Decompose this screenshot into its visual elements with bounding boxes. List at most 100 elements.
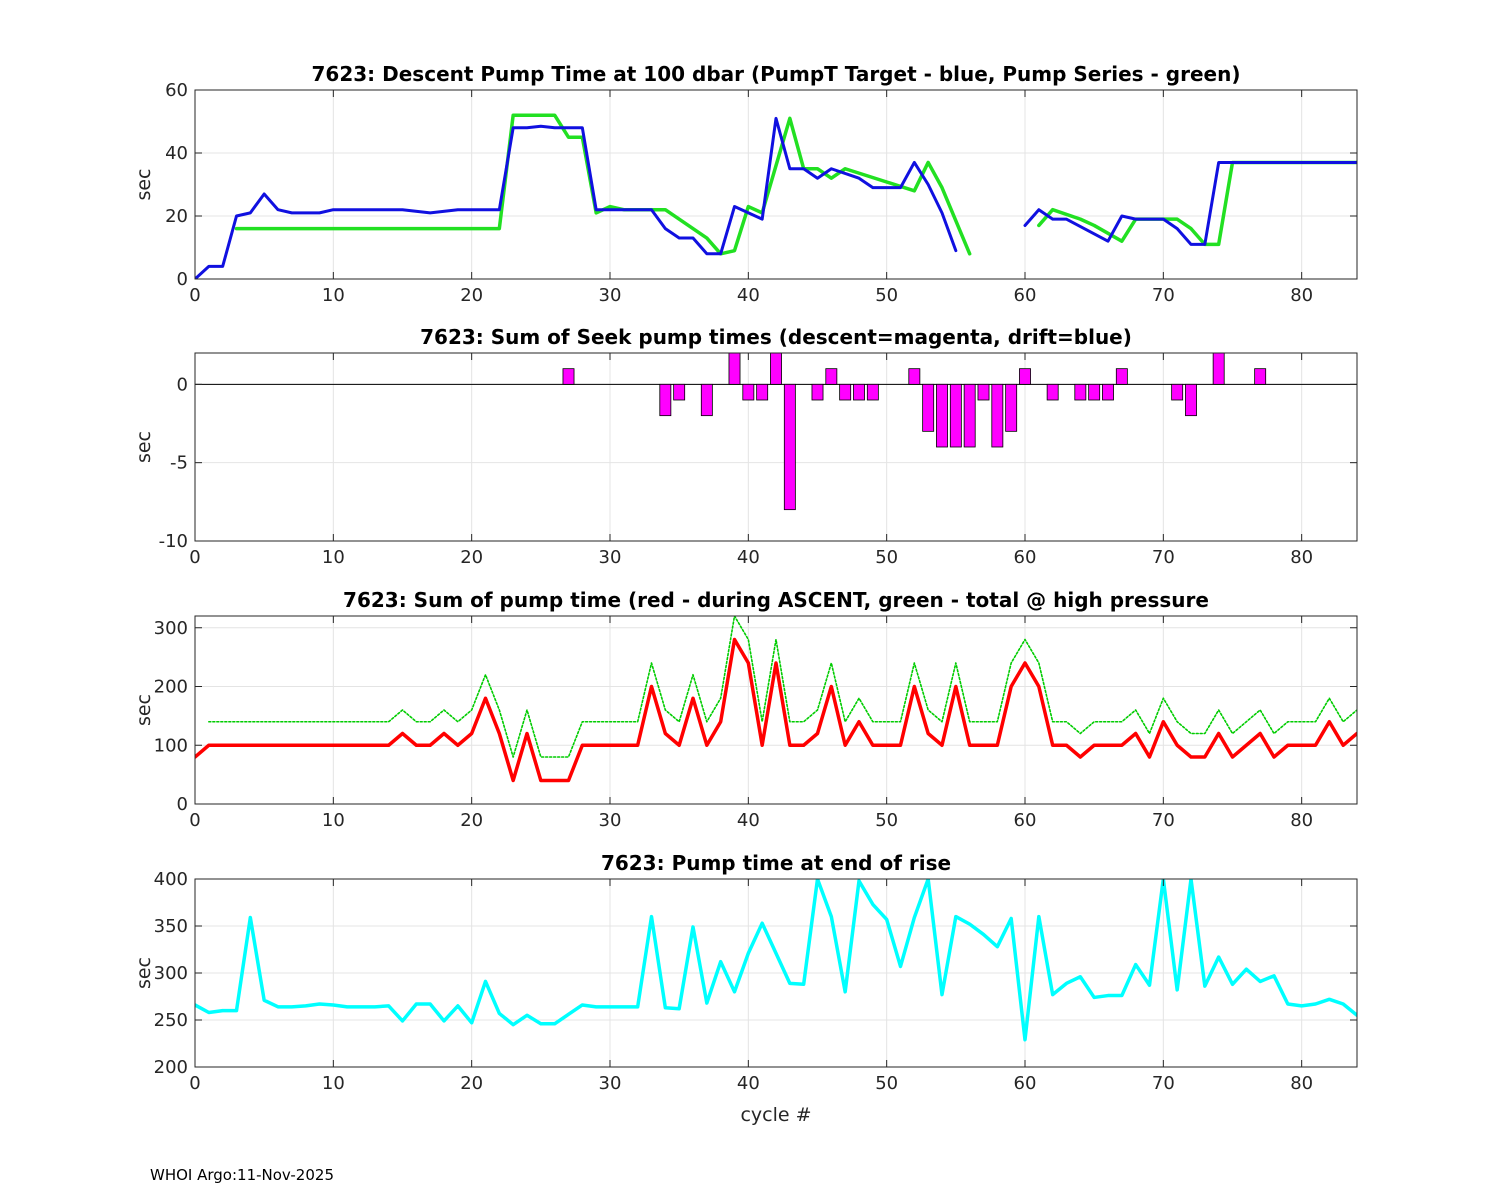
bar-55: [949, 383, 962, 448]
data-layer: [195, 353, 1357, 511]
x-tick-label: 20: [460, 285, 483, 306]
x-tick-label: 20: [460, 1073, 483, 1094]
bar-40: [742, 383, 755, 401]
bar-58: [991, 383, 1004, 448]
x-tick-label: 0: [189, 810, 200, 831]
chart-title: 7623: Sum of pump time (red - during ASC…: [343, 588, 1209, 612]
y-tick-label: 250: [154, 1010, 188, 1031]
bar-34: [659, 383, 672, 417]
x-tick-label: 80: [1290, 285, 1313, 306]
data-layer: [195, 113, 1357, 279]
x-tick-label: 40: [737, 810, 760, 831]
bar-37: [700, 383, 713, 417]
x-tick-label: 80: [1290, 1073, 1313, 1094]
bar-41: [756, 383, 769, 401]
x-tick-label: 40: [737, 285, 760, 306]
y-tick-label: -5: [170, 453, 188, 474]
axes-box: [194, 352, 1358, 542]
chart-title: 7623: Descent Pump Time at 100 dbar (Pum…: [312, 62, 1241, 86]
y-axis-label: sec: [133, 694, 155, 726]
bar-60: [1019, 368, 1031, 385]
x-tick-label: 80: [1290, 810, 1313, 831]
y-tick-label: 400: [154, 869, 188, 890]
bar-77: [1254, 368, 1267, 385]
y-tick-label: 20: [165, 206, 188, 227]
x-tick-label: 80: [1290, 547, 1313, 568]
x-tick-label: 10: [322, 285, 345, 306]
x-tick-label: 60: [1014, 810, 1037, 831]
bar-74: [1212, 353, 1225, 385]
bar-27: [562, 368, 575, 385]
panel-3: 0 10 20 30 40 50 60 70 80 0 100 200 300 7623: Sum of …: [133, 588, 1358, 831]
y-axis-label: sec: [133, 168, 155, 200]
bar-49: [866, 383, 879, 401]
y-tick-label: 0: [177, 794, 188, 815]
bar-42: [770, 353, 782, 385]
y-axis-label: sec: [133, 957, 155, 989]
bar-66: [1102, 383, 1114, 401]
y-axis-label: sec: [133, 431, 155, 463]
bar-54: [936, 383, 948, 448]
bar-59: [1005, 383, 1018, 432]
bar-62: [1046, 383, 1059, 401]
bar-45: [811, 383, 824, 401]
x-tick-label: 70: [1152, 547, 1175, 568]
y-tick-label: -10: [159, 531, 188, 552]
x-tick-label: 0: [189, 547, 200, 568]
y-tick-label: 300: [154, 618, 188, 639]
data-layer: [195, 616, 1357, 783]
y-tick-label: 200: [154, 1057, 188, 1078]
panel-2: 0 10 20 30 40 50 60 70 80 -10 -5 0 7623: Sum of Seek…: [133, 325, 1358, 568]
x-tick-label: 60: [1014, 547, 1037, 568]
y-tick-label: 60: [165, 80, 188, 101]
footer-stamp: WHOI Argo:11-Nov-2025: [150, 1166, 334, 1184]
y-tick-label: 40: [165, 143, 188, 164]
y-tick-label: 200: [154, 677, 188, 698]
x-tick-label: 30: [599, 810, 622, 831]
x-tick-label: 40: [737, 547, 760, 568]
x-tick-label: 20: [460, 547, 483, 568]
bar-64: [1074, 383, 1087, 401]
y-tick-label: 300: [154, 963, 188, 984]
y-tick-label: 0: [177, 374, 188, 395]
chart-title: 7623: Pump time at end of rise: [601, 851, 951, 875]
x-tick-label: 70: [1152, 810, 1175, 831]
x-tick-label: 60: [1014, 285, 1037, 306]
bar-65: [1088, 383, 1101, 401]
x-tick-label: 50: [875, 547, 898, 568]
bar-56: [963, 383, 976, 448]
x-tick-label: 0: [189, 1073, 200, 1094]
x-tick-label: 70: [1152, 285, 1175, 306]
bar-71: [1171, 383, 1184, 401]
y-tick-label: 100: [154, 735, 188, 756]
x-tick-label: 70: [1152, 1073, 1175, 1094]
series-line-1: [208, 616, 1357, 758]
bar-48: [853, 383, 865, 401]
axes-box: [194, 615, 1358, 805]
x-tick-label: 30: [599, 1073, 622, 1094]
bar-43: [783, 383, 796, 511]
bar-52: [908, 368, 921, 385]
x-tick-label: 50: [875, 285, 898, 306]
x-tick-label: 0: [189, 285, 200, 306]
bar-53: [922, 383, 935, 432]
bar-67: [1115, 368, 1128, 385]
panel-4: 0 10 20 30 40 50 60 70 80 200 250 300 350 400 7623: Pu…: [133, 851, 1358, 1126]
series-line-1: [195, 879, 1357, 1042]
axes-box: [194, 89, 1358, 280]
x-tick-label: 50: [875, 1073, 898, 1094]
x-tick-label: 30: [599, 547, 622, 568]
bar-57: [977, 383, 990, 401]
x-tick-label: 50: [875, 810, 898, 831]
x-tick-label: 10: [322, 547, 345, 568]
x-tick-label: 10: [322, 1073, 345, 1094]
bar-47: [839, 383, 852, 401]
bar-35: [673, 383, 686, 401]
x-tick-label: 40: [737, 1073, 760, 1094]
bar-46: [825, 368, 838, 385]
series-line-2: [195, 637, 1357, 783]
y-tick-label: 350: [154, 916, 188, 937]
panel-1: 0 10 20 30 40 50 60 70 80 0 20 40 60 7623: Descent Pu…: [133, 62, 1358, 306]
data-layer: [195, 879, 1357, 1042]
